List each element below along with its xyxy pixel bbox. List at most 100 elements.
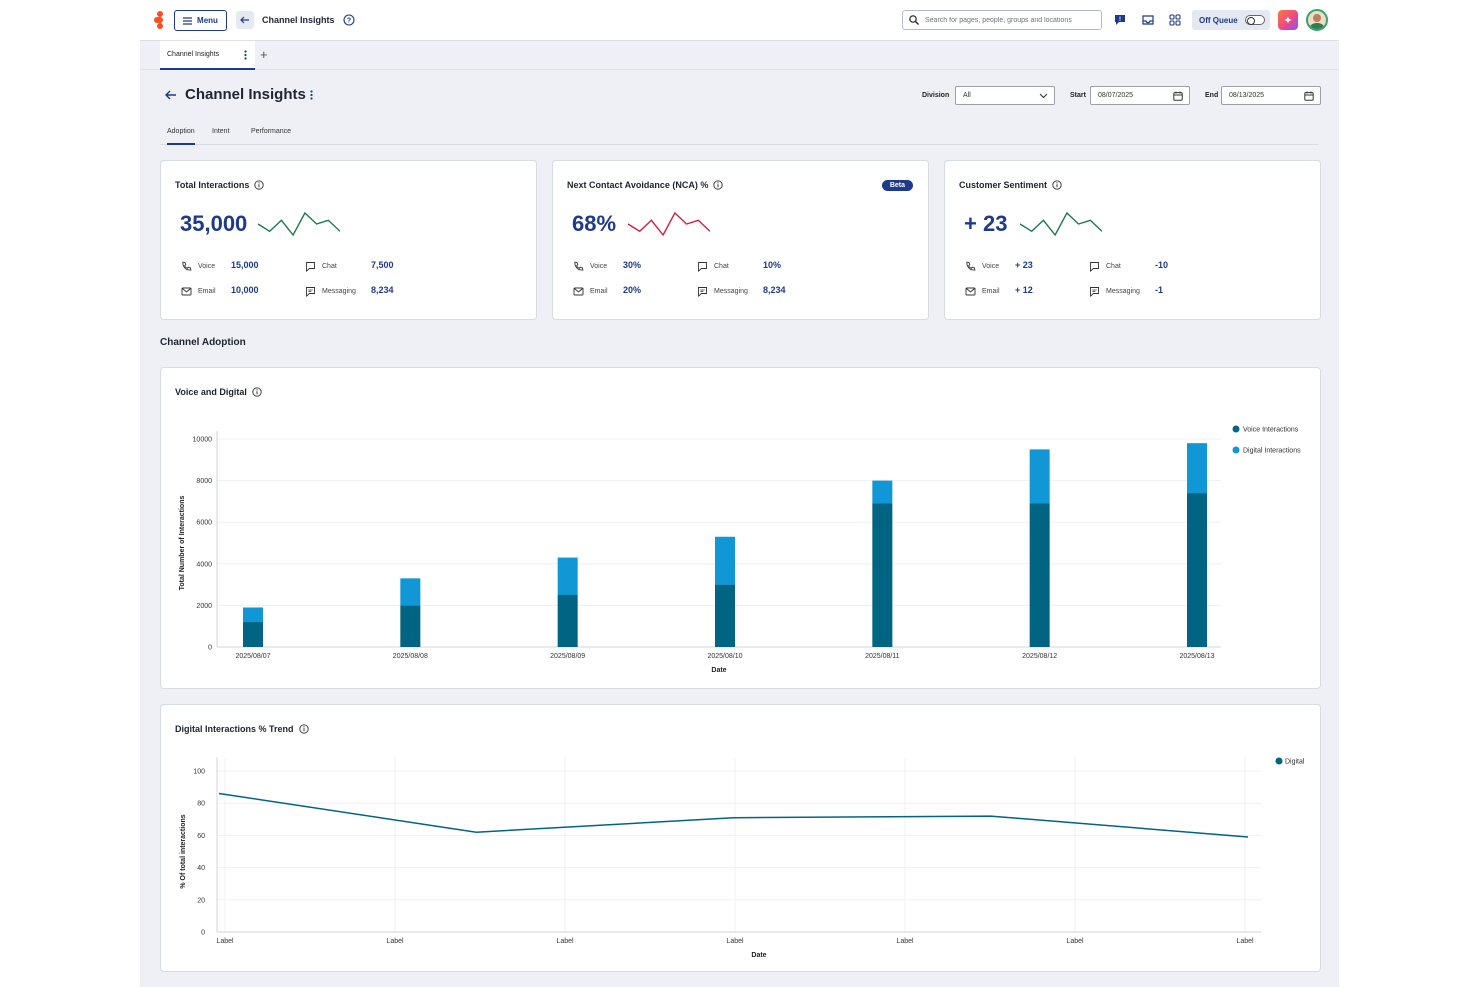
global-search[interactable] xyxy=(902,10,1102,30)
info-icon[interactable] xyxy=(254,180,264,190)
svg-text:!: ! xyxy=(1119,17,1121,23)
chat-bubble-icon[interactable]: ! xyxy=(1113,13,1127,27)
bar-digital[interactable] xyxy=(243,607,263,623)
tab-intent[interactable]: Intent xyxy=(212,128,230,135)
y-axis-title: Total Number of Interactions xyxy=(179,496,186,591)
phone-icon xyxy=(182,261,192,271)
info-icon[interactable] xyxy=(713,180,724,190)
bar-voice[interactable] xyxy=(1029,503,1050,647)
back-button[interactable] xyxy=(236,11,254,29)
bar-voice[interactable] xyxy=(400,605,421,647)
end-date-input[interactable]: 08/13/2025 xyxy=(1221,86,1321,105)
section-title: Channel Adoption xyxy=(160,337,246,348)
sentiment-card: Customer Sentiment + 23 Voice + 23 Chat -10 E… xyxy=(944,160,1321,320)
y-tick-label: 2000 xyxy=(196,603,212,610)
messaging-icon xyxy=(306,287,315,297)
calendar-icon[interactable] xyxy=(1304,91,1314,101)
start-date-input[interactable]: 08/07/2025 xyxy=(1090,86,1190,105)
metric-label: Chat xyxy=(322,263,337,270)
y-tick-label: 60 xyxy=(197,833,205,840)
bar-digital[interactable] xyxy=(1187,443,1207,494)
metric-label: Voice xyxy=(590,263,608,270)
x-axis-title: Date xyxy=(751,952,766,959)
metric-label: Messaging xyxy=(714,288,748,295)
bar-voice[interactable] xyxy=(243,622,263,647)
y-axis-title: % Of total interactions xyxy=(180,814,187,888)
kpi-title: Next Contact Avoidance (NCA) % xyxy=(567,180,724,190)
metric-value-voice: 30% xyxy=(623,260,642,270)
end-date-value: 08/13/2025 xyxy=(1229,92,1265,99)
kebab-menu-icon[interactable] xyxy=(244,50,247,60)
metric-value-chat: 10% xyxy=(763,260,782,270)
kpi-title: Total Interactions xyxy=(175,180,264,190)
sub-tab-bar: Adoption Intent Performance xyxy=(160,125,1318,145)
calendar-icon[interactable] xyxy=(1173,91,1183,101)
metric-label-messaging: Messaging xyxy=(1089,286,1140,297)
trend-sparkline xyxy=(258,211,340,237)
metric-label-voice: Voice xyxy=(573,261,607,272)
y-tick-label: 10000 xyxy=(193,437,213,444)
menu-button[interactable]: Menu xyxy=(174,10,227,31)
messaging-icon xyxy=(1090,287,1099,297)
email-icon xyxy=(573,287,584,296)
bar-voice[interactable] xyxy=(872,503,893,647)
search-input[interactable] xyxy=(925,16,1095,24)
metric-value-voice: + 23 xyxy=(1015,260,1033,270)
trend-sparkline xyxy=(1020,211,1102,237)
x-tick-label: 2025/08/09 xyxy=(550,653,585,660)
info-icon[interactable] xyxy=(1052,180,1062,190)
line-chart: 0 20 40 60 80 100 Label Label Label Label Label Lab… xyxy=(180,757,1305,959)
bar-digital[interactable] xyxy=(557,557,578,595)
ai-assistant-button[interactable]: ✦ xyxy=(1278,10,1298,30)
metric-label-email: Email xyxy=(965,286,1000,297)
bar-voice[interactable] xyxy=(715,584,735,647)
metric-value-messaging: 8,234 xyxy=(763,285,786,295)
inbox-icon[interactable] xyxy=(1141,13,1155,27)
metric-value-email: + 12 xyxy=(1015,285,1033,295)
user-avatar[interactable] xyxy=(1306,9,1328,31)
bar-digital[interactable] xyxy=(715,536,735,585)
bar-digital[interactable] xyxy=(872,480,893,504)
metric-value-messaging: -1 xyxy=(1155,285,1164,295)
x-axis-title: Date xyxy=(711,667,726,674)
metric-label: Voice xyxy=(198,263,216,270)
metric-label-voice: Voice xyxy=(965,261,999,272)
division-select[interactable]: All xyxy=(955,86,1055,105)
series-line-digital[interactable] xyxy=(218,792,1249,838)
metric-label-messaging: Messaging xyxy=(305,286,356,297)
y-tick-label: 0 xyxy=(208,645,212,652)
y-tick-label: 0 xyxy=(201,930,205,937)
kpi-value: + 23 xyxy=(964,211,1008,236)
info-icon[interactable] xyxy=(252,387,262,397)
tab-performance[interactable]: Performance xyxy=(251,128,292,135)
legend-swatch xyxy=(1232,425,1240,433)
tab-adoption[interactable]: Adoption xyxy=(167,128,195,145)
bar-voice[interactable] xyxy=(557,595,578,647)
metric-label-voice: Voice xyxy=(181,261,215,272)
chat-icon xyxy=(306,262,315,272)
bar-digital[interactable] xyxy=(1029,449,1050,504)
metric-value-chat: -10 xyxy=(1155,260,1169,270)
apps-icon[interactable] xyxy=(1168,13,1182,27)
metric-label: Chat xyxy=(1106,263,1121,270)
workspace-tab[interactable]: Channel Insights xyxy=(160,41,255,70)
info-icon[interactable] xyxy=(298,724,309,734)
total-interactions-card: Total Interactions 35,000 Voice 15,000 Chat… xyxy=(160,160,537,320)
x-tick-label: 2025/08/13 xyxy=(1179,653,1214,660)
start-label: Start xyxy=(1070,92,1086,99)
metric-label: Chat xyxy=(714,263,729,270)
toggle-switch[interactable] xyxy=(1244,15,1265,25)
bar-voice[interactable] xyxy=(1187,493,1207,647)
add-tab-button[interactable]: + xyxy=(260,47,268,62)
page-options-icon[interactable] xyxy=(310,90,313,100)
kpi-title: Customer Sentiment xyxy=(959,180,1062,190)
help-icon[interactable]: ? xyxy=(343,14,355,26)
hamburger-icon xyxy=(183,16,193,25)
queue-status-toggle[interactable]: Off Queue xyxy=(1192,10,1270,30)
svg-text:?: ? xyxy=(347,18,351,25)
division-label: Division xyxy=(922,92,950,99)
x-tick-label: Label xyxy=(386,938,404,945)
metric-label: Email xyxy=(982,288,1000,295)
bar-digital[interactable] xyxy=(400,578,421,606)
page-back-icon[interactable] xyxy=(165,90,177,100)
